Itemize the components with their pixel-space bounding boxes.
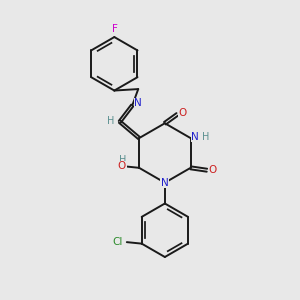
- Text: O: O: [178, 108, 187, 118]
- Text: O: O: [118, 161, 126, 171]
- Text: F: F: [112, 24, 118, 34]
- Text: H: H: [202, 132, 209, 142]
- Text: N: N: [161, 178, 169, 188]
- Text: Cl: Cl: [113, 237, 123, 247]
- Text: H: H: [119, 155, 126, 165]
- Text: N: N: [134, 98, 142, 108]
- Text: H: H: [106, 116, 114, 126]
- Text: O: O: [209, 165, 217, 175]
- Text: N: N: [191, 132, 199, 142]
